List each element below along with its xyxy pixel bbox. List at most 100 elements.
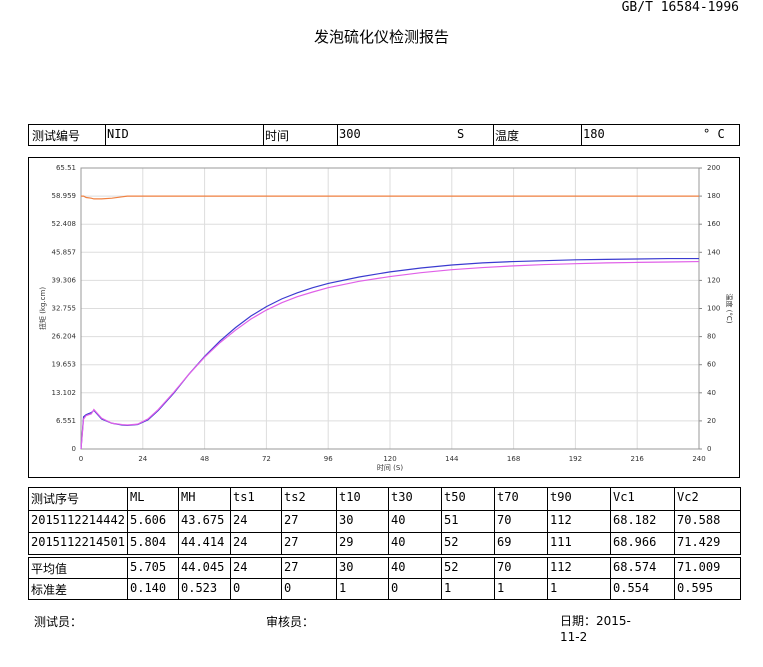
table-cell: 40 [388, 510, 442, 533]
series-line [81, 195, 699, 200]
table-cell: 0.523 [178, 578, 231, 600]
y-tick-label: 32.755 [52, 305, 77, 313]
y2-tick-label: 0 [707, 445, 711, 453]
x-tick-label: 120 [383, 455, 396, 463]
table-cell: 1 [494, 578, 548, 600]
table-cell: 1 [547, 578, 611, 600]
table-cell: 70.588 [674, 510, 741, 533]
table-cell: 71.009 [674, 557, 741, 579]
table-cell: 71.429 [674, 532, 741, 555]
y2-tick-label: 80 [707, 333, 716, 341]
table-cell: t90 [547, 487, 611, 511]
table-cell: 24 [230, 532, 282, 555]
y-tick-label: 65.51 [56, 164, 76, 172]
y2-tick-label: 100 [707, 305, 720, 313]
x-tick-label: 96 [324, 455, 333, 463]
y-tick-label: 6.551 [56, 417, 76, 425]
divider [581, 125, 582, 145]
table-cell: 68.574 [610, 557, 675, 579]
x-tick-label: 0 [79, 455, 83, 463]
table-cell: t10 [336, 487, 389, 511]
table-cell: 29 [336, 532, 389, 555]
info-cell: ° C [703, 127, 725, 141]
table-cell: MH [178, 487, 231, 511]
table-cell: 27 [281, 510, 337, 533]
info-cell: 时间 [265, 129, 290, 143]
table-cell: Vc2 [674, 487, 741, 511]
y-tick-label: 39.306 [52, 276, 77, 284]
table-cell: t70 [494, 487, 548, 511]
table-cell: t50 [441, 487, 495, 511]
divider [263, 125, 264, 145]
table-cell: 112 [547, 510, 611, 533]
x-tick-label: 144 [445, 455, 459, 463]
table-cell: 5.705 [127, 557, 179, 579]
y2-tick-label: 200 [707, 164, 720, 172]
y2-axis-label: 温度 (°C) [725, 293, 734, 323]
info-row: 测试编号 NID 时间 300 S 温度 180 ° C [28, 124, 740, 146]
table-cell: 0.595 [674, 578, 741, 600]
y2-tick-label: 160 [707, 220, 720, 228]
x-tick-label: 24 [138, 455, 147, 463]
reviewer: 审核员： [266, 615, 315, 629]
table-cell: 标准差 [28, 578, 128, 600]
table-cell: 2015112214501 [28, 532, 128, 555]
x-tick-label: 72 [262, 455, 271, 463]
y-tick-label: 58.959 [52, 192, 77, 200]
table-cell: 40 [388, 532, 442, 555]
tester: 测试员： [34, 615, 83, 629]
plot-border [80, 167, 700, 450]
x-tick-label: 48 [200, 455, 209, 463]
y-tick-label: 13.102 [52, 389, 77, 397]
table-cell: 27 [281, 532, 337, 555]
table-cell: 43.675 [178, 510, 231, 533]
info-cell: 180 [583, 127, 605, 141]
x-tick-label: 216 [631, 455, 645, 463]
y2-tick-label: 180 [707, 192, 720, 200]
table-cell: 5.804 [127, 532, 179, 555]
table-cell: 44.045 [178, 557, 231, 579]
x-tick-label: 240 [692, 455, 705, 463]
table-cell: 1 [336, 578, 389, 600]
table-cell: 68.182 [610, 510, 675, 533]
table-cell: 52 [441, 557, 495, 579]
table-cell: 44.414 [178, 532, 231, 555]
divider [337, 125, 338, 145]
table-cell: 30 [336, 510, 389, 533]
table-cell: 0 [281, 578, 337, 600]
y2-tick-label: 140 [707, 248, 720, 256]
table-cell: 27 [281, 557, 337, 579]
chart-frame: 0 24 48 72 96 120 144 168 192 216 240 0 6.551 13.102 1… [28, 157, 740, 478]
title: 发泡硫化仪检测报告 [313, 28, 449, 46]
table-cell: 0.140 [127, 578, 179, 600]
standard: GB/T 16584-1996 [621, 0, 739, 15]
table-cell: 70 [494, 510, 548, 533]
table-cell: 1 [441, 578, 495, 600]
table-cell: 测试序号 [28, 487, 128, 511]
table-cell: 0 [230, 578, 282, 600]
y-tick-label: 26.204 [52, 333, 77, 341]
table-cell: 30 [336, 557, 389, 579]
table-cell: 5.606 [127, 510, 179, 533]
table-cell: 51 [441, 510, 495, 533]
table-cell: 40 [388, 557, 442, 579]
table-cell: 0.554 [610, 578, 675, 600]
chart: 0 24 48 72 96 120 144 168 192 216 24006.55113.1021… [38, 164, 734, 472]
y-tick-label: 45.857 [52, 248, 77, 256]
x-tick-label: 168 [507, 455, 520, 463]
info-cell: S [457, 127, 465, 141]
date: 日期：2015-11-2 [560, 614, 631, 644]
x-axis-label: 时间 (S) [377, 463, 403, 472]
table-cell: ts1 [230, 487, 282, 511]
series-line [80, 260, 700, 450]
table-cell: ML [127, 487, 179, 511]
table-cell: Vc1 [610, 487, 675, 511]
table-cell: 112 [547, 557, 611, 579]
table-cell: 69 [494, 532, 548, 555]
table-cell: 2015112214442 [28, 510, 128, 533]
divider [493, 125, 494, 145]
y-axis-label: 扭矩 (kg.cm) [38, 287, 47, 330]
table-cell: ts2 [281, 487, 337, 511]
y2-tick-label: 120 [707, 276, 720, 284]
